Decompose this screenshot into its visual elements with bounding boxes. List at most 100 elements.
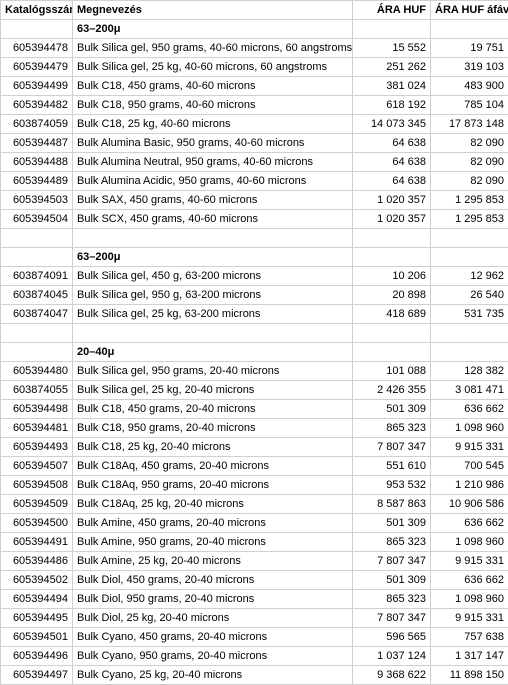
- table-row: 603874055Bulk Silica gel, 25 kg, 20-40 m…: [1, 381, 508, 400]
- catalog-number: 605394478: [1, 39, 73, 58]
- product-name: Bulk C18, 25 kg, 20-40 microns: [73, 438, 353, 457]
- empty-cell: [353, 324, 431, 343]
- table-row: 63–200μ: [1, 248, 508, 267]
- catalog-number: 605394489: [1, 172, 73, 191]
- price-vat: 531 735: [431, 305, 508, 324]
- catalog-number: 605394493: [1, 438, 73, 457]
- section-header: 63–200μ: [73, 20, 353, 39]
- price: 14 073 345: [353, 115, 431, 134]
- price: 618 192: [353, 96, 431, 115]
- product-name: Bulk Amine, 950 grams, 20-40 microns: [73, 533, 353, 552]
- col-price-vat: ÁRA HUF áfával: [431, 1, 508, 20]
- product-name: Bulk Amine, 25 kg, 20-40 microns: [73, 552, 353, 571]
- table-row: 20–40μ: [1, 343, 508, 362]
- price: 953 532: [353, 476, 431, 495]
- empty-cell: [1, 20, 73, 39]
- product-name: Bulk SCX, 450 grams, 40-60 microns: [73, 210, 353, 229]
- empty-cell: [73, 229, 353, 248]
- product-name: Bulk C18, 950 grams, 40-60 microns: [73, 96, 353, 115]
- price-vat: 1 295 853: [431, 210, 508, 229]
- product-name: Bulk C18, 450 grams, 20-40 microns: [73, 400, 353, 419]
- price-vat: 483 900: [431, 77, 508, 96]
- price: 251 262: [353, 58, 431, 77]
- catalog-number: 605394504: [1, 210, 73, 229]
- table-row: 605394489Bulk Alumina Acidic, 950 grams,…: [1, 172, 508, 191]
- product-name: Bulk SAX, 450 grams, 40-60 microns: [73, 191, 353, 210]
- empty-cell: [353, 248, 431, 267]
- table-row: 603874059Bulk C18, 25 kg, 40-60 microns1…: [1, 115, 508, 134]
- price: 10 206: [353, 267, 431, 286]
- table-row: 605394481Bulk C18, 950 grams, 20-40 micr…: [1, 419, 508, 438]
- price-vat: 636 662: [431, 571, 508, 590]
- price-vat: 1 098 960: [431, 419, 508, 438]
- col-name: Megnevezés: [73, 1, 353, 20]
- price: 2 426 355: [353, 381, 431, 400]
- price-vat: 11 898 150: [431, 666, 508, 685]
- table-row: 603874047Bulk Silica gel, 25 kg, 63-200 …: [1, 305, 508, 324]
- product-name: Bulk Alumina Basic, 950 grams, 40-60 mic…: [73, 134, 353, 153]
- price-vat: 10 906 586: [431, 495, 508, 514]
- price: 1 037 124: [353, 647, 431, 666]
- product-name: Bulk C18Aq, 950 grams, 20-40 microns: [73, 476, 353, 495]
- catalog-number: 605394486: [1, 552, 73, 571]
- catalog-number: 605394482: [1, 96, 73, 115]
- price: 9 368 622: [353, 666, 431, 685]
- empty-cell: [431, 324, 508, 343]
- catalog-number: 605394480: [1, 362, 73, 381]
- product-name: Bulk Diol, 950 grams, 20-40 microns: [73, 590, 353, 609]
- table-row: 605394499Bulk C18, 450 grams, 40-60 micr…: [1, 77, 508, 96]
- catalog-number: 605394498: [1, 400, 73, 419]
- table-row: 605394494Bulk Diol, 950 grams, 20-40 mic…: [1, 590, 508, 609]
- price-vat: 636 662: [431, 514, 508, 533]
- catalog-number: 605394481: [1, 419, 73, 438]
- price-vat: 1 317 147: [431, 647, 508, 666]
- price: 865 323: [353, 419, 431, 438]
- product-name: Bulk C18, 25 kg, 40-60 microns: [73, 115, 353, 134]
- empty-cell: [431, 248, 508, 267]
- price-vat: 9 915 331: [431, 552, 508, 571]
- product-name: Bulk Silica gel, 950 grams, 20-40 micron…: [73, 362, 353, 381]
- table-row: 605394509Bulk C18Aq, 25 kg, 20-40 micron…: [1, 495, 508, 514]
- price: 381 024: [353, 77, 431, 96]
- table-row: 605394488Bulk Alumina Neutral, 950 grams…: [1, 153, 508, 172]
- product-name: Bulk Silica gel, 450 g, 63-200 microns: [73, 267, 353, 286]
- empty-cell: [1, 343, 73, 362]
- product-name: Bulk Silica gel, 25 kg, 63-200 microns: [73, 305, 353, 324]
- product-name: Bulk Silica gel, 25 kg, 20-40 microns: [73, 381, 353, 400]
- price-vat: 1 098 960: [431, 533, 508, 552]
- product-name: Bulk C18Aq, 25 kg, 20-40 microns: [73, 495, 353, 514]
- catalog-number: 605394487: [1, 134, 73, 153]
- catalog-number: 605394479: [1, 58, 73, 77]
- catalog-number: 603874047: [1, 305, 73, 324]
- header-row: Katalógsszám Megnevezés ÁRA HUF ÁRA HUF …: [1, 1, 508, 20]
- table-row: 605394508Bulk C18Aq, 950 grams, 20-40 mi…: [1, 476, 508, 495]
- catalog-number: 605394507: [1, 457, 73, 476]
- catalog-number: 603874055: [1, 381, 73, 400]
- price: 101 088: [353, 362, 431, 381]
- product-name: Bulk Silica gel, 950 grams, 40-60 micron…: [73, 39, 353, 58]
- catalog-number: 605394509: [1, 495, 73, 514]
- price: 1 020 357: [353, 191, 431, 210]
- table-row: 605394507Bulk C18Aq, 450 grams, 20-40 mi…: [1, 457, 508, 476]
- price-vat: 757 638: [431, 628, 508, 647]
- price: 20 898: [353, 286, 431, 305]
- product-name: Bulk C18, 450 grams, 40-60 microns: [73, 77, 353, 96]
- product-name: Bulk Diol, 25 kg, 20-40 microns: [73, 609, 353, 628]
- table-row: 605394495Bulk Diol, 25 kg, 20-40 microns…: [1, 609, 508, 628]
- price: 418 689: [353, 305, 431, 324]
- col-price: ÁRA HUF: [353, 1, 431, 20]
- price: 7 807 347: [353, 609, 431, 628]
- table-row: 605394504Bulk SCX, 450 grams, 40-60 micr…: [1, 210, 508, 229]
- price-vat: 1 210 986: [431, 476, 508, 495]
- empty-cell: [1, 324, 73, 343]
- empty-cell: [73, 324, 353, 343]
- section-header: 20–40μ: [73, 343, 353, 362]
- product-name: Bulk Cyano, 950 grams, 20-40 microns: [73, 647, 353, 666]
- price: 15 552: [353, 39, 431, 58]
- table-row: 605394500Bulk Amine, 450 grams, 20-40 mi…: [1, 514, 508, 533]
- table-row: 605394503Bulk SAX, 450 grams, 40-60 micr…: [1, 191, 508, 210]
- price: 64 638: [353, 153, 431, 172]
- table-row: 605394498Bulk C18, 450 grams, 20-40 micr…: [1, 400, 508, 419]
- empty-cell: [431, 20, 508, 39]
- table-row: 605394486Bulk Amine, 25 kg, 20-40 micron…: [1, 552, 508, 571]
